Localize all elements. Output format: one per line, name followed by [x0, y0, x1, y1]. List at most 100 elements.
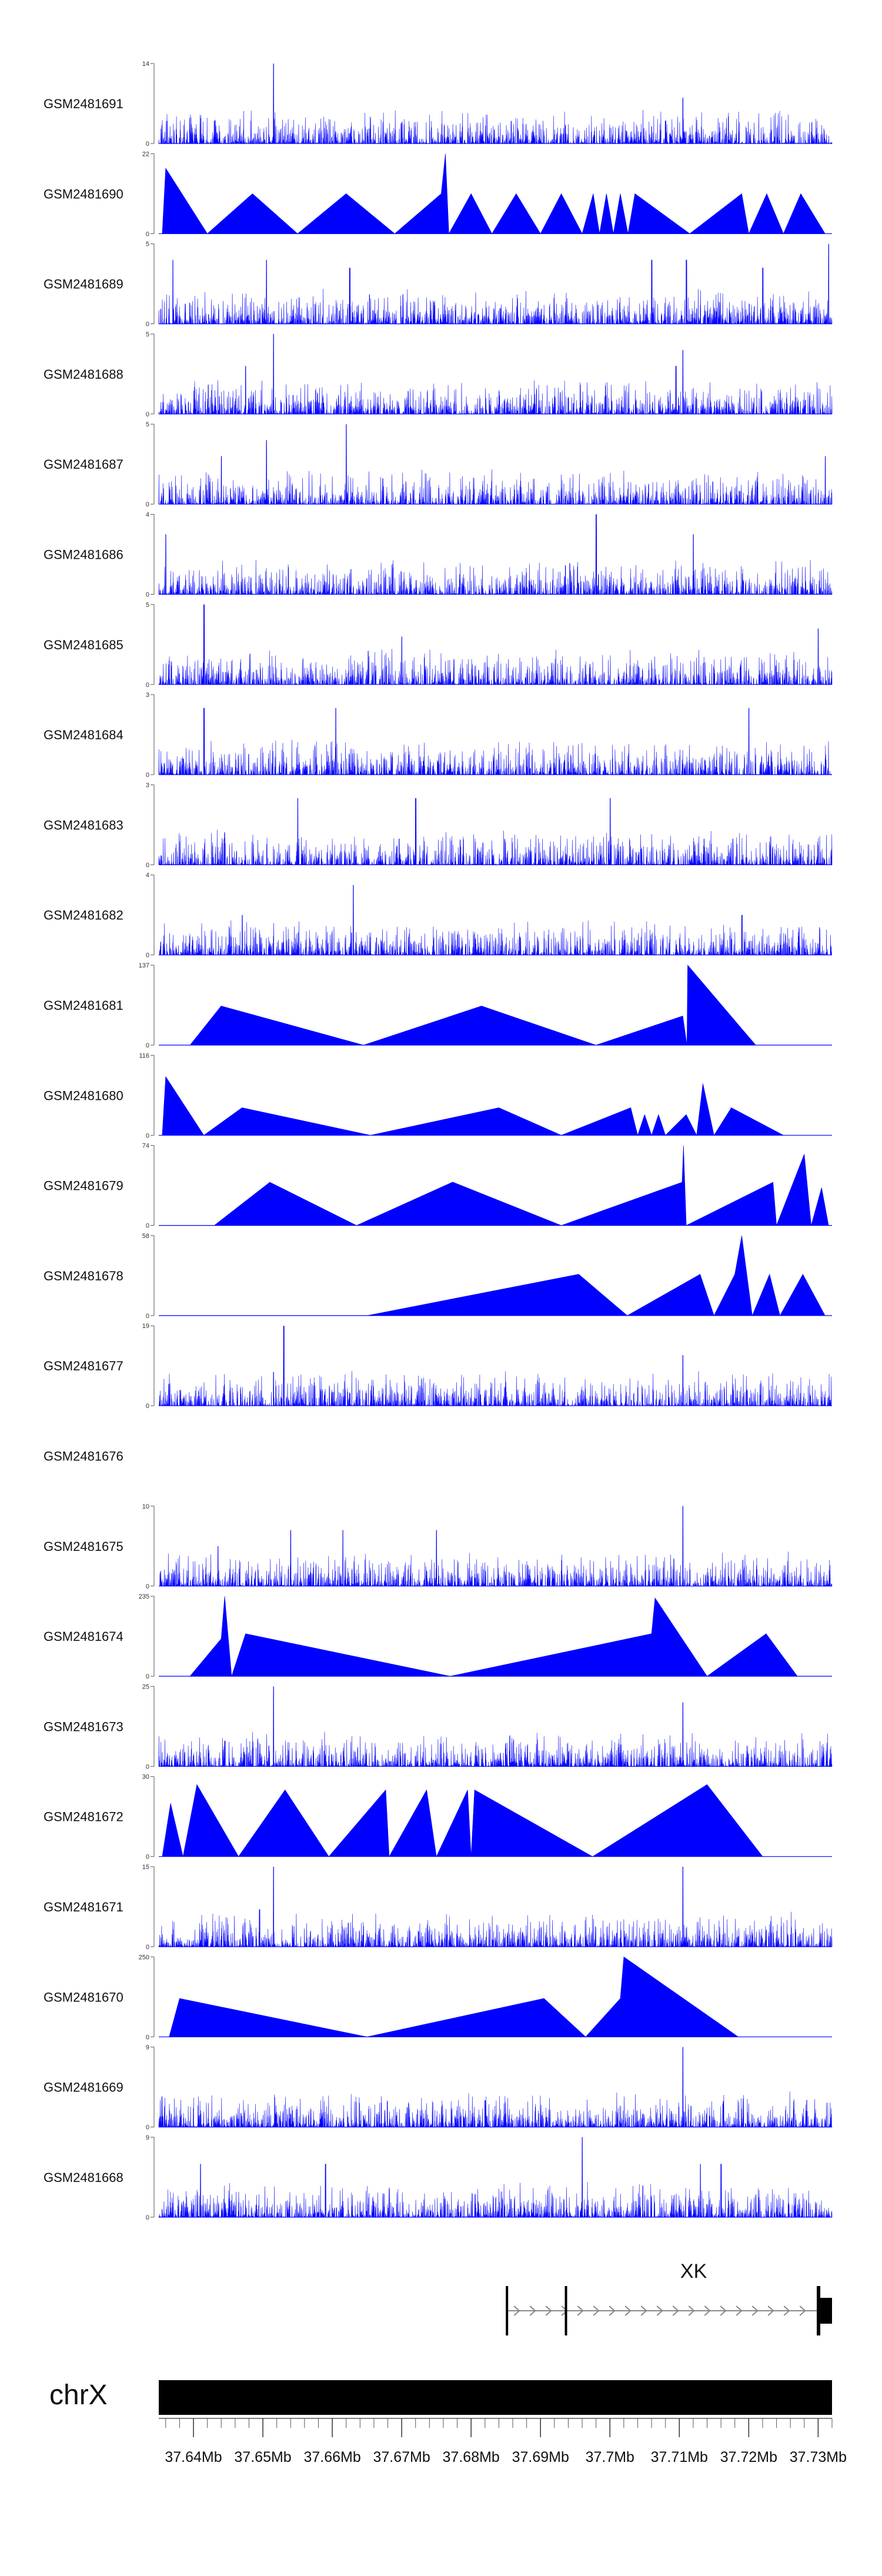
y-tick-label-max: 137: [139, 962, 149, 969]
y-tick-label-max: 250: [139, 1954, 149, 1961]
y-tick-label-min: 0: [146, 862, 149, 869]
track-label: GSM2481687: [44, 457, 123, 472]
coverage-area: [158, 243, 833, 325]
track-GSM2481676: GSM2481676: [44, 1449, 123, 1464]
gene-label: XK: [680, 2260, 707, 2283]
track-label: GSM2481675: [44, 1539, 123, 1554]
coverage-area: [213, 1145, 829, 1226]
y-tick-label-min: 0: [146, 1313, 149, 1320]
track-GSM2481670: GSM2481670 250 0: [44, 1954, 832, 2041]
coverage-area: [158, 333, 833, 415]
y-tick-label-max: 4: [146, 512, 149, 519]
x-tick-label: 37.68Mb: [443, 2449, 500, 2465]
coverage-area: [189, 965, 756, 1046]
track-label: GSM2481690: [44, 186, 123, 201]
x-tick-label: 37.65Mb: [234, 2449, 291, 2465]
track-label: GSM2481680: [44, 1088, 123, 1103]
track-GSM2481689: GSM2481689 5 0: [44, 241, 833, 328]
track-label: GSM2481676: [44, 1449, 123, 1464]
coverage-area: [158, 1866, 833, 1948]
x-tick-label: 37.7Mb: [586, 2449, 634, 2465]
x-tick-label: 37.73Mb: [790, 2449, 847, 2465]
coverage-area: [159, 1506, 833, 1587]
strand-arrow: [593, 2305, 600, 2316]
strand-arrow: [799, 2305, 806, 2316]
y-tick-label-max: 116: [139, 1052, 149, 1059]
y-tick-label-min: 0: [146, 1944, 149, 1951]
y-tick-label-min: 0: [146, 231, 149, 238]
genome-axis: chrX 37.64Mb 37.65Mb 37.66Mb 37.67Mb 37.68Mb 3…: [49, 2380, 847, 2465]
strand-arrow: [783, 2305, 790, 2316]
y-tick-label-max: 25: [142, 1683, 149, 1690]
track-GSM2481681: GSM2481681 137 0: [44, 962, 832, 1049]
strand-arrow: [720, 2305, 727, 2316]
track-GSM2481674: GSM2481674 235 0: [44, 1593, 832, 1680]
y-tick-label-max: 235: [139, 1593, 149, 1600]
track-GSM2481668: GSM2481668 9 0: [44, 2134, 833, 2221]
coverage-area: [162, 1784, 763, 1857]
x-tick-label: 37.71Mb: [651, 2449, 708, 2465]
strand-arrow: [529, 2305, 536, 2316]
coverage-area: [189, 1596, 798, 1677]
track-label: GSM2481679: [44, 1179, 123, 1193]
strand-arrow: [672, 2305, 679, 2316]
track-label: GSM2481685: [44, 638, 123, 652]
y-tick-label-max: 10: [142, 1503, 149, 1510]
y-tick-label-min: 0: [146, 1763, 149, 1770]
coverage-area: [158, 708, 833, 776]
coverage-area: [158, 2137, 833, 2218]
y-tick-label-min: 0: [146, 411, 149, 418]
coverage-area: [158, 514, 833, 595]
gene-exon: [820, 2298, 832, 2324]
track-label: GSM2481674: [44, 1629, 123, 1644]
track-GSM2481677: GSM2481677 19 0: [44, 1323, 832, 1410]
track-GSM2481669: GSM2481669 9 0: [44, 2044, 833, 2131]
y-tick-label-max: 15: [142, 1864, 149, 1871]
track-label: GSM2481669: [44, 2080, 123, 2095]
y-tick-label-min: 0: [146, 1223, 149, 1230]
track-GSM2481686: GSM2481686 4 0: [44, 512, 833, 599]
coverage-area: [367, 1235, 826, 1317]
y-tick-label-max: 14: [142, 61, 149, 68]
y-tick-label-min: 0: [146, 592, 149, 599]
y-tick-label-max: 5: [146, 331, 149, 338]
track-label: GSM2481670: [44, 1990, 123, 2004]
track-label: GSM2481668: [44, 2170, 123, 2185]
track-label: GSM2481688: [44, 367, 123, 382]
y-tick-label-min: 0: [146, 141, 149, 148]
x-tick-label: 37.66Mb: [303, 2449, 360, 2465]
track-label: GSM2481681: [44, 998, 123, 1013]
y-tick-label-max: 4: [146, 872, 149, 879]
y-tick-label-max: 30: [142, 1774, 149, 1781]
gene-exon: [506, 2286, 509, 2335]
gene-exon: [817, 2286, 821, 2335]
strand-arrow: [609, 2305, 616, 2316]
y-tick-label-min: 0: [146, 1403, 149, 1410]
track-label: GSM2481682: [44, 908, 123, 923]
strand-arrow: [545, 2305, 552, 2316]
y-tick-label-min: 0: [146, 952, 149, 959]
strand-arrow: [736, 2305, 743, 2316]
y-tick-label-min: 0: [146, 682, 149, 689]
track-GSM2481675: GSM2481675 10 0: [44, 1503, 833, 1590]
coverage-area: [158, 2047, 833, 2128]
track-label: GSM2481671: [44, 1900, 123, 1914]
coverage-area: [162, 154, 826, 235]
y-tick-label-min: 0: [146, 1132, 149, 1139]
y-tick-label-max: 58: [142, 1233, 149, 1240]
y-tick-label-min: 0: [146, 2034, 149, 2041]
strand-arrow: [767, 2305, 774, 2316]
track-GSM2481672: GSM2481672 30 0: [44, 1774, 832, 1861]
y-tick-label-max: 9: [146, 2134, 149, 2141]
coverage-area: [158, 604, 833, 685]
coverage-area: [162, 1076, 784, 1136]
strand-arrow: [656, 2305, 663, 2316]
track-GSM2481683: GSM2481683 3 0: [44, 782, 833, 869]
x-tick-label: 37.64Mb: [165, 2449, 222, 2465]
gene-track: XK: [506, 2260, 832, 2335]
y-tick-label-min: 0: [146, 1673, 149, 1680]
track-label: GSM2481684: [44, 728, 123, 742]
y-tick-label-min: 0: [146, 1854, 149, 1861]
track-label: GSM2481691: [44, 96, 123, 111]
